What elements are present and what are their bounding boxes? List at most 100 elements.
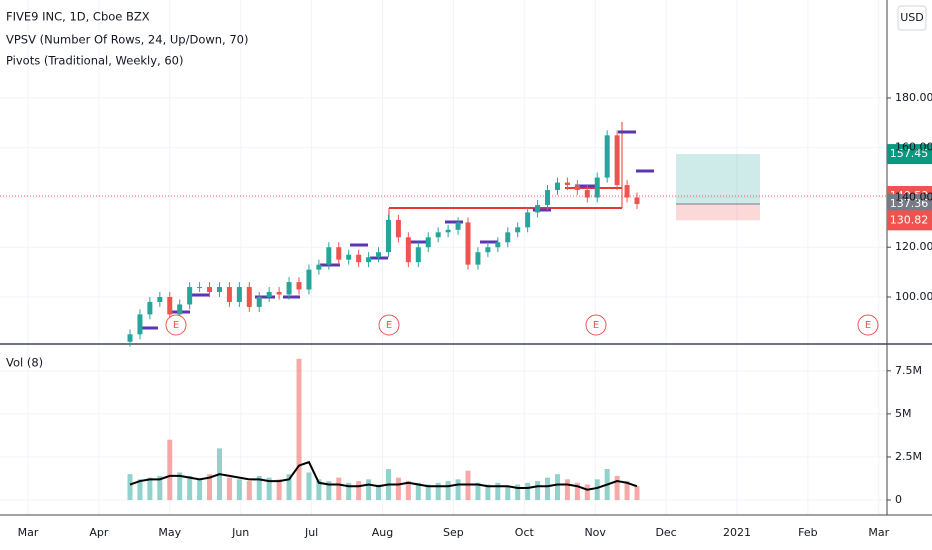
candle-body bbox=[336, 247, 342, 260]
price-tag bbox=[887, 210, 932, 231]
candle-body bbox=[286, 282, 292, 295]
volume-bar bbox=[316, 479, 322, 501]
candle-body bbox=[574, 185, 580, 191]
volume-bar bbox=[157, 475, 163, 501]
price-tag bbox=[887, 144, 932, 165]
candle-body bbox=[356, 254, 362, 263]
candle-body bbox=[415, 247, 421, 263]
volume-bar bbox=[395, 477, 401, 501]
volume-bar bbox=[226, 477, 232, 501]
volume-bar bbox=[187, 475, 193, 501]
indicator-label: VPSV (Number Of Rows, 24, Up/Down, 70) bbox=[6, 33, 249, 47]
volume-bar bbox=[376, 484, 382, 501]
candle-body bbox=[276, 292, 282, 295]
candle-body bbox=[216, 287, 222, 293]
candle-body bbox=[346, 254, 352, 260]
candle-body bbox=[266, 292, 272, 297]
candle-body bbox=[385, 219, 391, 253]
volume-bar bbox=[236, 479, 242, 501]
volume-bar bbox=[276, 479, 282, 501]
candle-body bbox=[296, 282, 302, 290]
y-tick-label: 0 bbox=[895, 493, 902, 506]
volume-bar bbox=[624, 481, 630, 501]
volume-bar bbox=[356, 481, 362, 501]
candle-body bbox=[226, 287, 232, 302]
volume-bar bbox=[584, 484, 590, 501]
volume-bar bbox=[614, 475, 620, 501]
volume-bar bbox=[554, 474, 560, 501]
candle-body bbox=[366, 257, 372, 263]
candle-body bbox=[197, 287, 203, 289]
candle-body bbox=[405, 237, 411, 263]
volume-bar bbox=[167, 439, 173, 501]
y-tick-label: 7.5M bbox=[895, 364, 922, 377]
candle-body bbox=[505, 232, 511, 243]
candle-body bbox=[326, 247, 332, 265]
x-tick-label: Jul bbox=[304, 526, 318, 539]
earnings-label: E bbox=[386, 320, 392, 331]
candle-body bbox=[376, 252, 382, 258]
candle-body bbox=[634, 197, 640, 205]
volume-bar bbox=[445, 481, 451, 501]
volume-bar bbox=[634, 486, 640, 501]
candle-body bbox=[177, 304, 183, 315]
volume-bar bbox=[326, 481, 332, 501]
candle-body bbox=[435, 232, 441, 238]
volume-bar bbox=[485, 484, 491, 501]
candle-body bbox=[256, 296, 262, 307]
volume-bar bbox=[455, 479, 461, 501]
candle-body bbox=[525, 212, 531, 228]
price-tag-label: 137.36 bbox=[890, 197, 929, 210]
earnings-marker bbox=[378, 314, 400, 336]
volume-bar bbox=[525, 482, 531, 501]
volume-bar bbox=[415, 482, 421, 501]
price-tag-label: 130.82 bbox=[890, 213, 929, 226]
earnings-marker bbox=[585, 314, 607, 336]
candle-body bbox=[545, 190, 551, 205]
candle-body bbox=[564, 182, 570, 186]
candle-body bbox=[395, 219, 401, 238]
x-tick-label: 2021 bbox=[723, 526, 751, 539]
x-tick-label: Jun bbox=[231, 526, 249, 539]
candle-body bbox=[207, 287, 213, 293]
volume-bar bbox=[336, 477, 342, 501]
earnings-label: E bbox=[173, 320, 179, 331]
volume-bar bbox=[286, 474, 292, 501]
volume-title: Vol (8) bbox=[6, 356, 43, 370]
x-tick-label: Dec bbox=[655, 526, 676, 539]
candle-body bbox=[554, 182, 560, 191]
candle-body bbox=[306, 269, 312, 290]
currency-label[interactable]: USD bbox=[900, 11, 924, 24]
volume-bar bbox=[346, 482, 352, 501]
x-tick-label: Apr bbox=[89, 526, 109, 539]
volume-bar bbox=[545, 477, 551, 501]
candle-body bbox=[147, 301, 153, 315]
volume-bar bbox=[535, 481, 541, 501]
volume-bar bbox=[515, 484, 521, 501]
volume-bar bbox=[495, 482, 501, 501]
candle-body bbox=[485, 247, 491, 253]
volume-bar bbox=[505, 486, 511, 501]
candle-body bbox=[515, 227, 521, 233]
x-tick-label: May bbox=[158, 526, 181, 539]
candle-body bbox=[584, 190, 590, 198]
volume-bar bbox=[475, 482, 481, 501]
volume-bar bbox=[266, 477, 272, 501]
y-tick-label: 120.00 bbox=[895, 240, 932, 253]
y-tick-label: 5M bbox=[895, 407, 912, 420]
candle-body bbox=[624, 185, 630, 198]
volume-bar bbox=[137, 479, 143, 501]
candle-body bbox=[445, 229, 451, 233]
volume-bar bbox=[574, 482, 580, 501]
currency-button[interactable] bbox=[897, 5, 927, 31]
candle-body bbox=[157, 296, 163, 302]
candle-body bbox=[246, 287, 252, 307]
y-tick-label: 140.00 bbox=[895, 190, 932, 203]
candle-body bbox=[594, 177, 600, 198]
volume-bar bbox=[177, 472, 183, 501]
candle-body bbox=[167, 296, 173, 315]
y-tick-label: 160.00 bbox=[895, 141, 932, 154]
